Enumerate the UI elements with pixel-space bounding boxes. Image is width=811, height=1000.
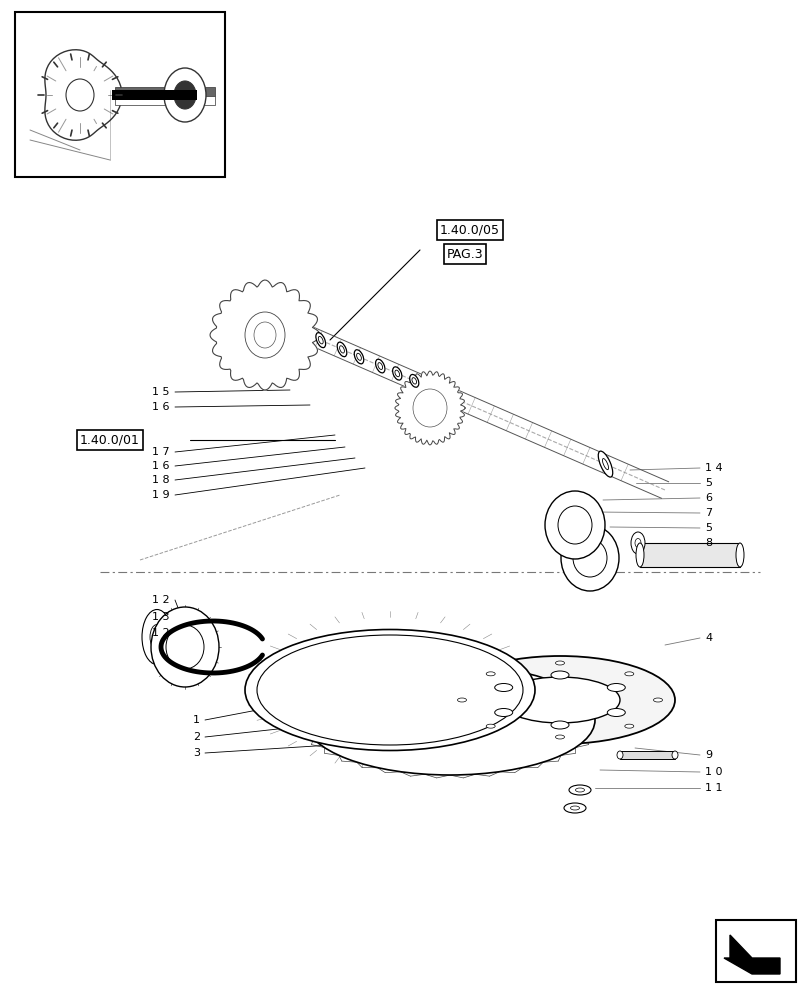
Ellipse shape — [557, 506, 591, 544]
Text: 1 0: 1 0 — [704, 767, 722, 777]
Ellipse shape — [413, 389, 446, 427]
Ellipse shape — [165, 625, 204, 669]
Text: PAG.3: PAG.3 — [446, 247, 483, 260]
Ellipse shape — [551, 671, 569, 679]
Text: 1 3: 1 3 — [152, 612, 169, 622]
Text: 1 1: 1 1 — [704, 783, 722, 793]
Ellipse shape — [634, 538, 640, 548]
Ellipse shape — [174, 81, 195, 109]
Ellipse shape — [254, 322, 276, 348]
Ellipse shape — [315, 333, 325, 348]
Text: 1 6: 1 6 — [152, 461, 169, 471]
Ellipse shape — [375, 359, 384, 373]
Ellipse shape — [544, 491, 604, 559]
Text: 1 8: 1 8 — [152, 475, 169, 485]
Ellipse shape — [486, 724, 495, 728]
Polygon shape — [210, 280, 320, 390]
Ellipse shape — [616, 751, 622, 759]
Ellipse shape — [624, 672, 633, 676]
Ellipse shape — [444, 656, 674, 744]
Ellipse shape — [653, 698, 662, 702]
Ellipse shape — [486, 672, 495, 676]
Bar — [620, 751, 674, 759]
Bar — [715, 920, 795, 982]
Bar — [115, 87, 215, 96]
Text: 9: 9 — [704, 750, 711, 760]
Polygon shape — [394, 371, 465, 445]
Bar — [639, 543, 739, 567]
Bar — [112, 90, 197, 100]
Ellipse shape — [66, 79, 94, 111]
Ellipse shape — [569, 785, 590, 795]
Ellipse shape — [735, 543, 743, 567]
Polygon shape — [723, 935, 779, 974]
Text: 1 2: 1 2 — [152, 628, 169, 638]
Ellipse shape — [245, 630, 534, 750]
Ellipse shape — [393, 367, 401, 380]
Ellipse shape — [257, 635, 522, 745]
Ellipse shape — [164, 68, 206, 122]
Ellipse shape — [570, 806, 579, 810]
Ellipse shape — [394, 370, 399, 377]
Ellipse shape — [555, 735, 564, 739]
Text: 1 5: 1 5 — [152, 387, 169, 397]
Ellipse shape — [598, 451, 612, 477]
Ellipse shape — [354, 350, 363, 364]
Bar — [115, 96, 215, 105]
Ellipse shape — [624, 724, 633, 728]
Text: 1 2: 1 2 — [152, 595, 169, 605]
Bar — [15, 12, 225, 177]
Ellipse shape — [245, 312, 285, 358]
Text: 1 4: 1 4 — [704, 463, 722, 473]
Text: 5: 5 — [704, 478, 711, 488]
Ellipse shape — [356, 353, 361, 360]
Ellipse shape — [607, 684, 624, 692]
Ellipse shape — [494, 708, 512, 716]
Text: 1: 1 — [193, 715, 200, 725]
Text: 3: 3 — [193, 748, 200, 758]
Text: 1 6: 1 6 — [152, 402, 169, 412]
Ellipse shape — [457, 698, 466, 702]
Ellipse shape — [560, 525, 618, 591]
Text: 1 7: 1 7 — [152, 447, 169, 457]
Text: 6: 6 — [704, 493, 711, 503]
Ellipse shape — [555, 661, 564, 665]
Text: 1.40.0/05: 1.40.0/05 — [440, 224, 500, 236]
Ellipse shape — [411, 378, 416, 384]
Ellipse shape — [500, 677, 620, 723]
Text: 4: 4 — [704, 633, 711, 643]
Ellipse shape — [339, 346, 344, 353]
Text: 2: 2 — [193, 732, 200, 742]
Ellipse shape — [602, 459, 607, 470]
Ellipse shape — [410, 374, 418, 387]
Text: 7: 7 — [704, 508, 711, 518]
Ellipse shape — [630, 532, 644, 554]
Ellipse shape — [377, 363, 382, 369]
Ellipse shape — [318, 336, 323, 344]
Ellipse shape — [337, 342, 346, 357]
Ellipse shape — [151, 607, 219, 687]
Ellipse shape — [575, 788, 584, 792]
Ellipse shape — [305, 665, 594, 775]
Ellipse shape — [607, 708, 624, 716]
Text: 1 9: 1 9 — [152, 490, 169, 500]
Text: 8: 8 — [704, 538, 711, 548]
Ellipse shape — [494, 684, 512, 692]
Text: 5: 5 — [704, 523, 711, 533]
Ellipse shape — [142, 609, 172, 664]
Ellipse shape — [564, 803, 586, 813]
Ellipse shape — [551, 721, 569, 729]
Ellipse shape — [573, 539, 607, 577]
Ellipse shape — [672, 751, 677, 759]
Ellipse shape — [150, 624, 164, 650]
Text: 1.40.0/01: 1.40.0/01 — [80, 434, 139, 446]
Ellipse shape — [635, 543, 643, 567]
